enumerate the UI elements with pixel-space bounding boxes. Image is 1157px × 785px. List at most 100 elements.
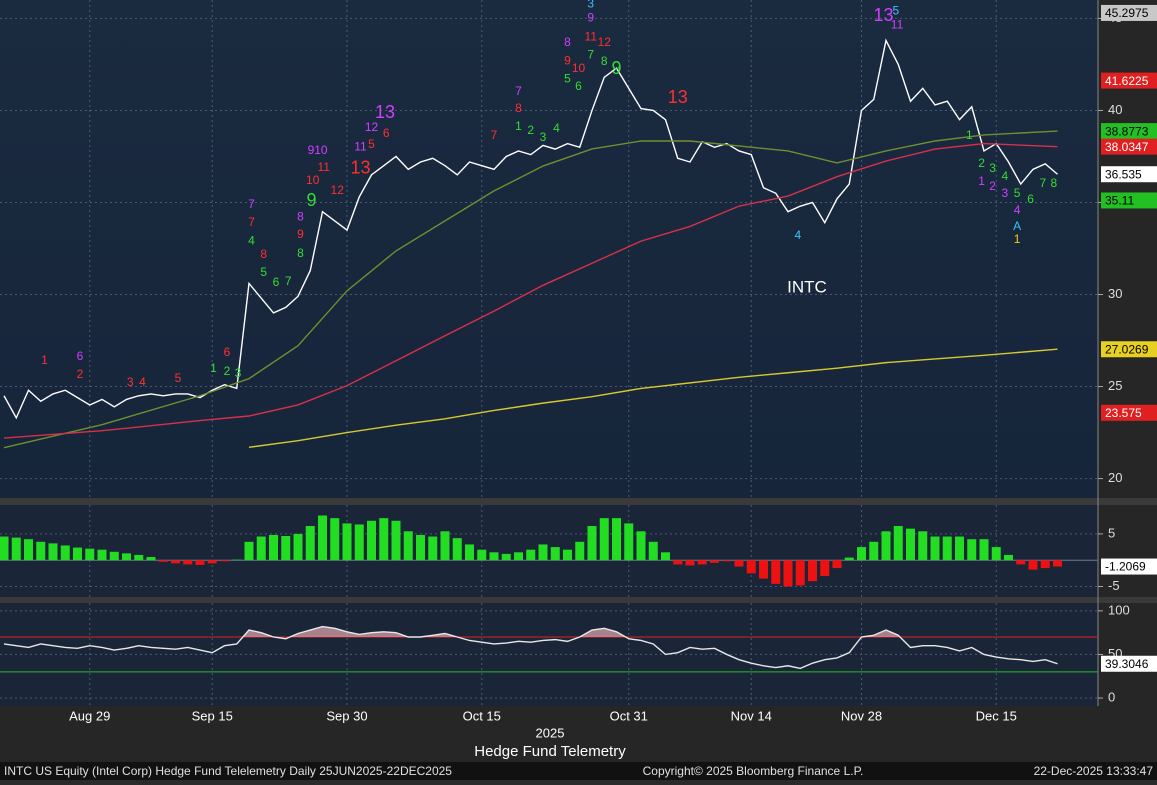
price-line	[3, 38, 1058, 420]
histogram-bar	[685, 560, 695, 566]
price-tag-label: 38.8773	[1105, 124, 1149, 138]
td-count: 8	[297, 209, 304, 223]
td-count: 3	[1001, 186, 1008, 200]
histogram-bar	[575, 541, 585, 561]
histogram-bar	[244, 541, 254, 561]
td-count: 13	[350, 158, 370, 178]
price-tag	[1101, 404, 1157, 421]
td-count: 7	[248, 197, 255, 211]
td-count: 10	[572, 61, 586, 75]
histogram-bar	[195, 560, 205, 565]
x-tick-label: Sep 30	[326, 708, 367, 723]
histogram-bar	[1028, 560, 1038, 570]
td-count: 8	[260, 247, 267, 261]
rsi-panel	[0, 603, 1098, 706]
histogram-bar	[489, 552, 499, 561]
x-tick-label: Nov 28	[841, 708, 882, 723]
histogram-bar	[942, 536, 952, 561]
histogram-bar	[465, 544, 474, 561]
histogram-bar	[820, 560, 830, 576]
histogram-bar	[563, 549, 572, 561]
histogram-bar	[0, 536, 9, 561]
td-count: 3	[235, 366, 242, 380]
footer-right: 22-Dec-2025 13:33:47	[1034, 764, 1154, 778]
td-count: 6	[273, 275, 280, 289]
td-count: 3	[989, 161, 996, 175]
divider	[0, 597, 1157, 603]
histogram-bar	[85, 548, 95, 561]
caption: Hedge Fund Telemetry	[474, 743, 626, 760]
histogram-bar	[955, 536, 964, 561]
histogram-bar	[1016, 560, 1026, 565]
y-tick-label: 5	[1108, 525, 1115, 540]
td-count: 1	[966, 128, 973, 142]
price-tag	[1101, 655, 1157, 672]
td-count: 13	[375, 102, 395, 122]
histogram-bar	[918, 531, 928, 561]
y-tick-label: 30	[1108, 286, 1122, 301]
td-count: 12	[365, 120, 379, 134]
x-tick-label: Oct 31	[610, 708, 648, 723]
histogram-bar	[746, 560, 756, 574]
histogram-bar	[673, 560, 683, 565]
td-count: 8	[564, 35, 571, 49]
moving-average	[3, 130, 1058, 449]
histogram-bar	[158, 560, 168, 562]
histogram-bar	[207, 560, 217, 564]
td-count: 9	[564, 53, 571, 67]
td-count: 5	[260, 265, 267, 279]
histogram-bar	[808, 560, 817, 582]
td-count: 7	[587, 47, 594, 61]
histogram-bar	[48, 543, 58, 561]
histogram-bar	[256, 536, 266, 561]
td-count: 4	[553, 121, 560, 135]
td-count: 8	[515, 101, 522, 115]
year-label: 2025	[536, 725, 565, 740]
histogram-bar	[171, 560, 180, 564]
td-count: 5	[564, 71, 571, 85]
histogram-bar	[318, 515, 327, 561]
td-count: 8	[601, 54, 608, 68]
histogram-bar	[391, 520, 401, 561]
price-tag-label: 38.0347	[1105, 140, 1149, 154]
td-count: 1	[978, 174, 985, 188]
td-count: 11	[354, 139, 367, 153]
price-tag	[1101, 138, 1157, 155]
histogram-bar	[11, 537, 21, 561]
histogram-bar	[599, 518, 609, 561]
td-count: 6	[575, 79, 582, 93]
td-count: 4	[248, 233, 255, 247]
price-tag	[1101, 72, 1157, 89]
histogram-bar	[832, 560, 842, 569]
td-count: 4	[794, 228, 801, 242]
histogram-bar	[844, 557, 854, 561]
histogram-bar	[305, 526, 315, 561]
td-count: 9	[306, 190, 316, 210]
td-count: 6	[77, 349, 84, 363]
td-count: 9	[611, 58, 621, 78]
histogram-bar	[967, 539, 977, 561]
histogram-bar	[60, 545, 70, 561]
td-count: 12	[331, 183, 345, 197]
histogram-bar	[624, 523, 634, 561]
histogram-bar	[661, 552, 670, 561]
histogram-bar	[514, 552, 523, 561]
histogram-bar	[220, 560, 229, 562]
histogram-bar	[146, 557, 156, 561]
histogram-bar	[440, 531, 450, 561]
price-tag	[1101, 123, 1157, 140]
histogram-bar	[893, 526, 903, 561]
y-tick-label: 40	[1108, 102, 1122, 117]
price-tag	[1101, 4, 1157, 21]
price-line	[3, 625, 1058, 670]
histogram-bar	[24, 539, 33, 561]
histogram-bar	[869, 541, 879, 561]
histogram-bar	[759, 560, 768, 579]
td-count: 8	[1050, 176, 1057, 190]
td-count: 13	[874, 5, 894, 25]
histogram-bar	[795, 560, 805, 586]
histogram-bar	[73, 547, 82, 561]
histogram-bar	[697, 560, 707, 565]
y-tick-label: 25	[1108, 378, 1122, 393]
